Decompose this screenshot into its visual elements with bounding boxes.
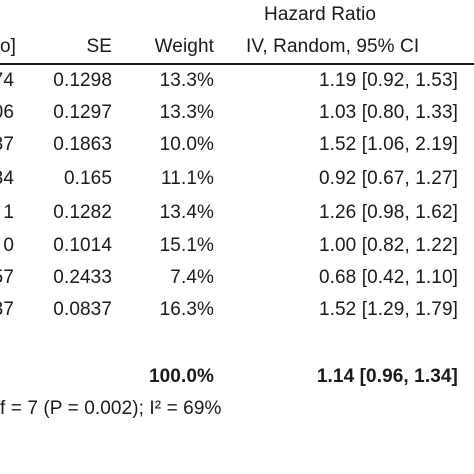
row-weight: 16.3%	[159, 299, 214, 320]
total-weight: 100.0%	[148, 366, 214, 387]
row-logse-partial: 34	[0, 168, 14, 189]
row-se: 0.0837	[53, 299, 112, 320]
row-logse-partial: 37	[0, 299, 14, 320]
hazard-ratio-group-title: Hazard Ratio	[264, 4, 377, 25]
column-header-ci: IV, Random, 95% CI	[246, 36, 420, 57]
row-se: 0.165	[63, 168, 112, 189]
column-header-se: SE	[86, 36, 112, 57]
row-logse-partial: 06	[0, 102, 14, 123]
row-se: 0.1297	[53, 102, 112, 123]
row-se: 0.1014	[53, 235, 112, 256]
row-se: 0.1298	[53, 70, 112, 91]
row-ci: 1.19 [0.92, 1.53]	[318, 70, 458, 91]
row-ci: 1.00 [0.82, 1.22]	[318, 235, 458, 256]
row-logse-partial: 37	[0, 134, 14, 155]
row-ci: 1.52 [1.29, 1.79]	[318, 299, 458, 320]
heterogeneity-text: f = 7 (P = 0.002); I² = 69%	[0, 398, 222, 419]
row-logse-partial: 57	[0, 267, 14, 288]
header-divider	[0, 63, 474, 65]
row-ci: 0.92 [0.67, 1.27]	[318, 168, 458, 189]
row-weight: 13.3%	[159, 102, 214, 123]
column-header-weight: Weight	[154, 36, 214, 57]
row-logse-partial: 1	[3, 202, 14, 223]
row-logse-partial: 0	[3, 235, 14, 256]
row-weight: 15.1%	[159, 235, 214, 256]
row-ci: 1.26 [0.98, 1.62]	[318, 202, 458, 223]
row-weight: 10.0%	[159, 134, 214, 155]
row-weight: 7.4%	[170, 267, 214, 288]
row-se: 0.1863	[53, 134, 112, 155]
column-header-logse-partial: o]	[0, 36, 17, 57]
row-weight: 13.4%	[159, 202, 214, 223]
row-logse-partial: 74	[0, 70, 14, 91]
row-ci: 0.68 [0.42, 1.10]	[318, 267, 458, 288]
row-ci: 1.52 [1.06, 2.19]	[318, 134, 458, 155]
total-ci: 1.14 [0.96, 1.34]	[316, 366, 458, 387]
row-weight: 13.3%	[159, 70, 214, 91]
row-weight: 11.1%	[161, 168, 214, 189]
row-se: 0.1282	[53, 202, 112, 223]
row-se: 0.2433	[53, 267, 112, 288]
row-ci: 1.03 [0.80, 1.33]	[318, 102, 458, 123]
